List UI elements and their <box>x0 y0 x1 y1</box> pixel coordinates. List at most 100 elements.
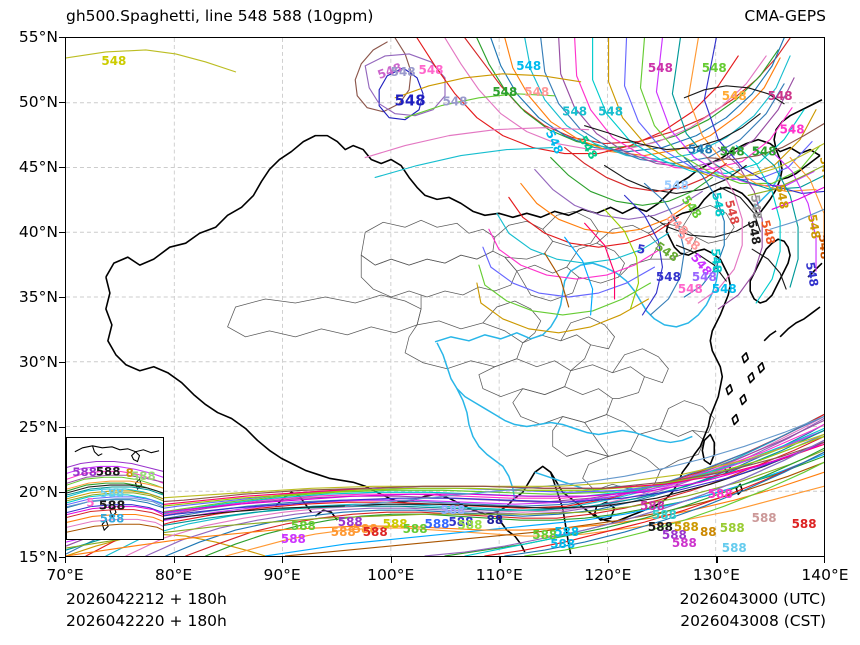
svg-text:548: 548 <box>679 193 705 221</box>
svg-text:548: 548 <box>562 105 587 119</box>
svg-text:548: 548 <box>752 145 777 159</box>
svg-text:548: 548 <box>656 270 681 284</box>
svg-text:5: 5 <box>86 496 94 510</box>
svg-text:548: 548 <box>816 234 824 260</box>
inset-map-south-china-sea: 588 588 8 588 588 5 588 588 <box>66 437 164 540</box>
svg-text:588: 588 <box>792 517 817 531</box>
svg-text:588: 588 <box>708 487 733 501</box>
svg-text:588: 588 <box>720 521 745 535</box>
y-tick-15N: 15°N <box>18 548 58 566</box>
x-tickmark <box>607 557 610 563</box>
svg-text:588: 588 <box>100 511 125 525</box>
svg-text:548: 548 <box>712 282 737 296</box>
national-boundary <box>105 99 823 555</box>
contour-548-ensemble <box>66 38 824 334</box>
svg-text:548: 548 <box>543 128 566 157</box>
svg-text:588: 588 <box>100 486 125 500</box>
svg-text:548: 548 <box>702 61 727 75</box>
model-name-label: CMA-GEPS <box>744 7 826 25</box>
footer-valid-time-utc: 2026043000 (UTC) <box>679 590 826 608</box>
svg-text:588: 588 <box>640 499 665 513</box>
svg-text:588: 588 <box>554 525 579 539</box>
svg-text:588: 588 <box>338 515 363 529</box>
svg-text:588: 588 <box>457 518 482 532</box>
svg-text:548: 548 <box>394 92 425 110</box>
y-tick-30N: 30°N <box>18 353 58 371</box>
x-tick-130E: 130°E <box>692 566 740 584</box>
contour-588-labels: 588 588 588 588 588 588 588 588 588 588 … <box>281 487 817 555</box>
svg-text:548: 548 <box>391 65 416 79</box>
x-tick-70E: 70°E <box>46 566 84 584</box>
footer-valid-time-cst: 2026043008 (CST) <box>680 612 826 630</box>
svg-text:588: 588 <box>648 520 673 534</box>
x-tickmark <box>390 557 393 563</box>
svg-text:588: 588 <box>550 537 575 551</box>
svg-text:548: 548 <box>803 261 821 288</box>
svg-text:588: 588 <box>96 464 121 478</box>
x-tickmark <box>173 557 175 563</box>
svg-text:548: 548 <box>773 183 791 210</box>
x-tick-120E: 120°E <box>584 566 632 584</box>
svg-text:548: 548 <box>722 198 742 226</box>
svg-text:88: 88 <box>700 525 717 539</box>
svg-text:548: 548 <box>419 63 444 77</box>
svg-text:8: 8 <box>126 466 134 480</box>
svg-text:548: 548 <box>722 89 747 103</box>
footer-init-time-utc: 2026042212 + 180h <box>66 590 227 608</box>
y-tick-50N: 50°N <box>18 93 58 111</box>
svg-text:548: 548 <box>709 191 727 218</box>
svg-text:588: 588 <box>363 525 388 539</box>
svg-text:548: 548 <box>664 178 689 192</box>
svg-text:548: 548 <box>652 239 680 265</box>
svg-text:548: 548 <box>692 270 717 284</box>
y-tick-20N: 20°N <box>18 483 58 501</box>
svg-text:588: 588 <box>652 508 677 522</box>
x-tick-140E: 140°E <box>801 566 849 584</box>
svg-text:548: 548 <box>688 143 713 157</box>
svg-text:548: 548 <box>708 248 724 274</box>
x-tick-110E: 110°E <box>475 566 523 584</box>
svg-text:548: 548 <box>516 59 541 73</box>
inset-svg: 588 588 8 588 588 5 588 588 <box>67 445 163 533</box>
svg-text:548: 548 <box>598 105 623 119</box>
x-tickmark <box>65 557 67 563</box>
y-tickmark <box>59 557 65 559</box>
page-title: gh500.Spaghetti, line 548 588 (10gpm) <box>66 7 374 25</box>
svg-text:588: 588 <box>425 517 450 531</box>
svg-text:588: 588 <box>131 469 156 483</box>
x-tick-80E: 80°E <box>154 566 193 584</box>
x-tickmark <box>282 557 284 563</box>
svg-text:548: 548 <box>780 123 805 137</box>
map-svg: 548 548 548 548 548 548 548 548 548 548 … <box>66 38 824 556</box>
svg-text:548: 548 <box>758 218 778 246</box>
x-tick-90E: 90°E <box>263 566 301 584</box>
svg-text:588: 588 <box>448 515 473 529</box>
x-tickmark <box>823 557 825 563</box>
y-tick-35N: 35°N <box>18 288 58 306</box>
svg-text:588: 588 <box>722 541 747 555</box>
svg-text:588: 588 <box>662 528 687 542</box>
svg-text:588: 588 <box>99 499 126 514</box>
svg-text:588: 588 <box>674 520 699 534</box>
svg-text:548: 548 <box>720 145 745 159</box>
contour-588-ensemble <box>66 413 824 556</box>
y-tick-45N: 45°N <box>18 158 58 176</box>
x-tick-100E: 100°E <box>367 566 415 584</box>
svg-text:588: 588 <box>672 536 697 550</box>
y-tick-55N: 55°N <box>18 28 58 46</box>
svg-text:588: 588 <box>383 517 408 531</box>
svg-text:5: 5 <box>636 242 647 257</box>
y-tick-40N: 40°N <box>18 223 58 241</box>
province-borders <box>227 204 735 491</box>
svg-text:548: 548 <box>745 219 764 246</box>
x-tickmark <box>716 557 718 563</box>
svg-text:588: 588 <box>331 525 356 539</box>
svg-text:548: 548 <box>678 282 703 296</box>
svg-text:588: 588 <box>752 511 777 525</box>
svg-text:588: 588 <box>440 503 465 517</box>
svg-text:588: 588 <box>403 522 428 536</box>
svg-text:588: 588 <box>291 519 316 533</box>
svg-text:588: 588 <box>532 528 557 542</box>
svg-text:588: 588 <box>72 465 97 479</box>
